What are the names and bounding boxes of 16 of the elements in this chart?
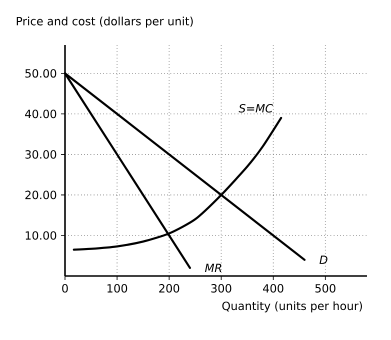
y-tick-label: 50.00: [25, 69, 56, 78]
series-label: MR: [204, 264, 222, 272]
x-axis-title: Quantity (units per hour): [222, 301, 362, 312]
x-tick-label: 0: [62, 284, 68, 293]
x-tick-label: 300: [211, 284, 232, 293]
x-tick-label: 100: [108, 284, 128, 293]
x-tick-label: 500: [315, 284, 336, 293]
x-tick-label: 400: [263, 284, 284, 293]
series-label: S=MC: [238, 104, 274, 113]
y-tick-label: 10.00: [26, 231, 56, 240]
y-tick-label: 30.00: [25, 150, 56, 159]
series-label: D: [320, 256, 328, 264]
x-tick-label: 200: [159, 284, 180, 293]
y-tick-label: 40.00: [25, 110, 56, 118]
y-tick-label: 20.00: [25, 190, 56, 200]
y-axis-title: Price and cost (dollars per unit): [16, 16, 193, 28]
